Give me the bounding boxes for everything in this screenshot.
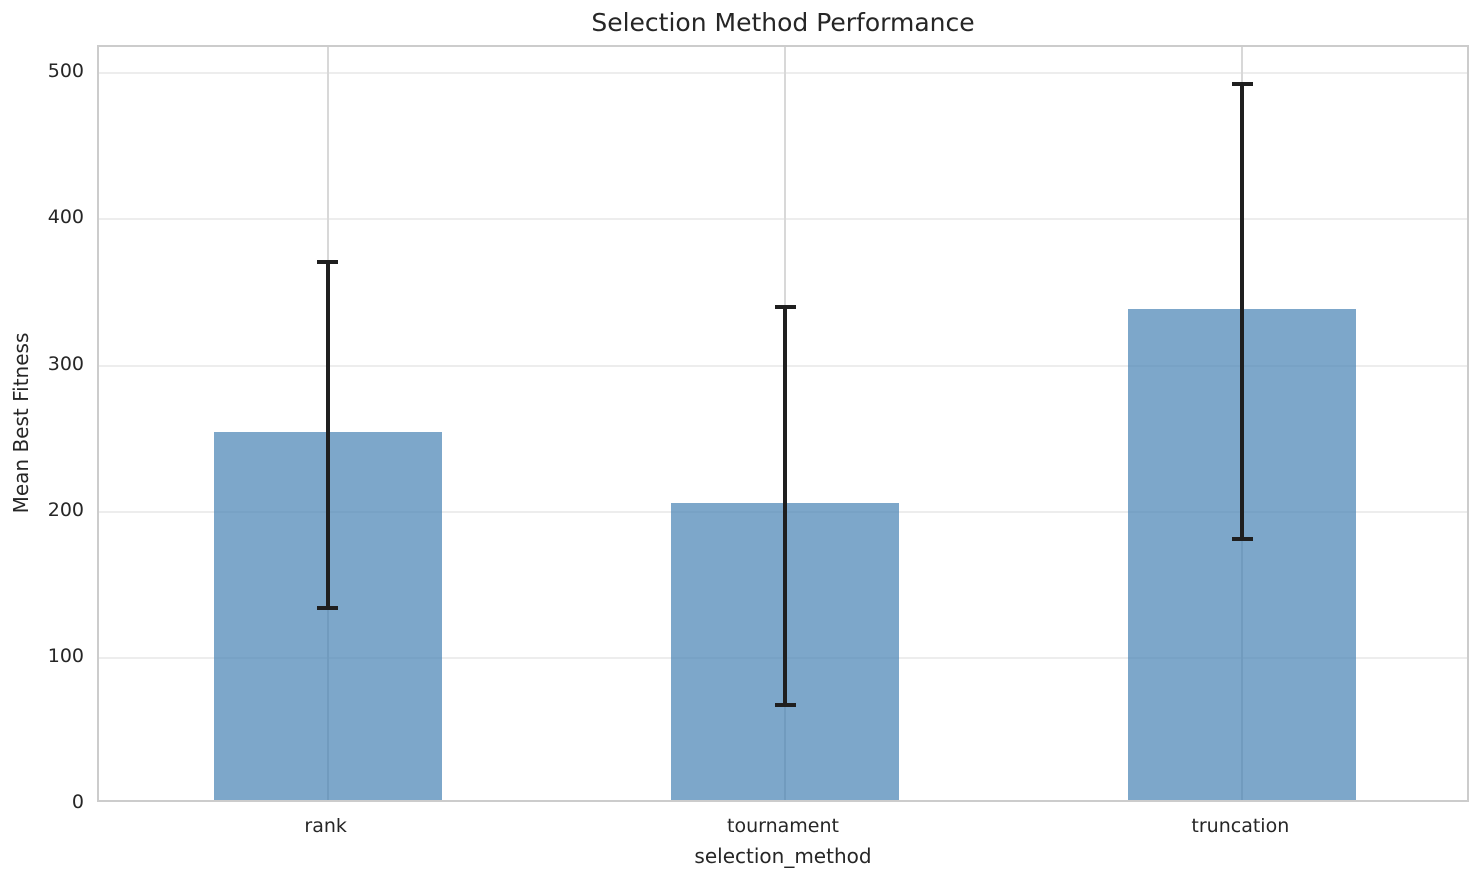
errorbar-cap-top-tournament — [774, 305, 796, 310]
chart-title: Selection Method Performance — [591, 8, 975, 37]
y-tick-500: 500 — [47, 60, 84, 83]
errorbar-rank — [325, 261, 330, 609]
errorbar-cap-top-rank — [317, 259, 339, 264]
errorbar-cap-bottom-rank — [317, 606, 339, 611]
x-tick-tournament: tournament — [727, 815, 839, 837]
gridline-y-500 — [99, 72, 1467, 75]
errorbar-cap-bottom-tournament — [774, 702, 796, 707]
errorbar-cap-top-truncation — [1231, 81, 1253, 86]
plot-area — [97, 45, 1469, 802]
y-tick-100: 100 — [47, 644, 84, 667]
errorbar-truncation — [1240, 83, 1245, 540]
x-axis-label: selection_method — [694, 844, 872, 868]
y-tick-200: 200 — [47, 498, 84, 521]
errorbar-tournament — [783, 307, 787, 705]
y-tick-400: 400 — [47, 206, 84, 229]
x-tick-rank: rank — [304, 815, 347, 837]
y-tick-300: 300 — [47, 352, 84, 375]
y-tick-0: 0 — [71, 791, 84, 813]
x-tick-truncation: truncation — [1191, 815, 1290, 837]
errorbar-cap-bottom-truncation — [1231, 537, 1253, 542]
gridline-y-400 — [99, 218, 1467, 221]
